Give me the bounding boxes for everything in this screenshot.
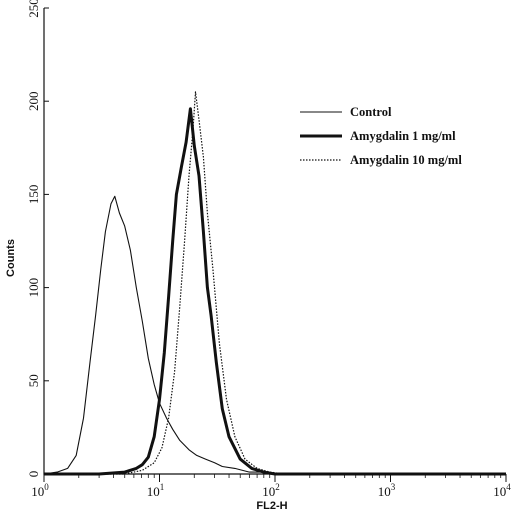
x-axis-title: FL2-H — [256, 500, 287, 512]
x-tick-label: 100 — [31, 482, 49, 499]
plot-area — [43, 8, 506, 475]
x-tick-label: 102 — [262, 482, 280, 499]
y-tick-label: 200 — [26, 91, 41, 111]
series-layer — [43, 91, 506, 476]
y-tick-label: 250 — [26, 0, 41, 18]
y-axis-title: Counts — [5, 239, 17, 277]
x-tick-label: 104 — [493, 482, 511, 499]
y-tick-label: 0 — [26, 471, 41, 478]
series-line-1 — [43, 195, 506, 475]
x-tick-label: 103 — [378, 482, 396, 499]
series-line-2 — [44, 107, 506, 476]
legend-label: Amygdalin 1 mg/ml — [350, 129, 456, 143]
x-tick-label: 101 — [147, 482, 165, 499]
legend-label: Amygdalin 10 mg/ml — [350, 153, 462, 167]
legend-label: Control — [350, 105, 392, 119]
legend: Control Amygdalin 1 mg/ml Amygdalin 10 mg/… — [300, 105, 462, 167]
y-tick-label: 150 — [26, 185, 41, 205]
y-tick-label: 50 — [26, 374, 41, 387]
series-line-3 — [44, 91, 506, 475]
axis-lines — [43, 8, 506, 475]
x-axis: 100 101 102 103 104 — [31, 474, 511, 499]
y-axis: 0 50 100 150 200 250 — [26, 0, 49, 477]
y-tick-label: 100 — [26, 278, 41, 298]
